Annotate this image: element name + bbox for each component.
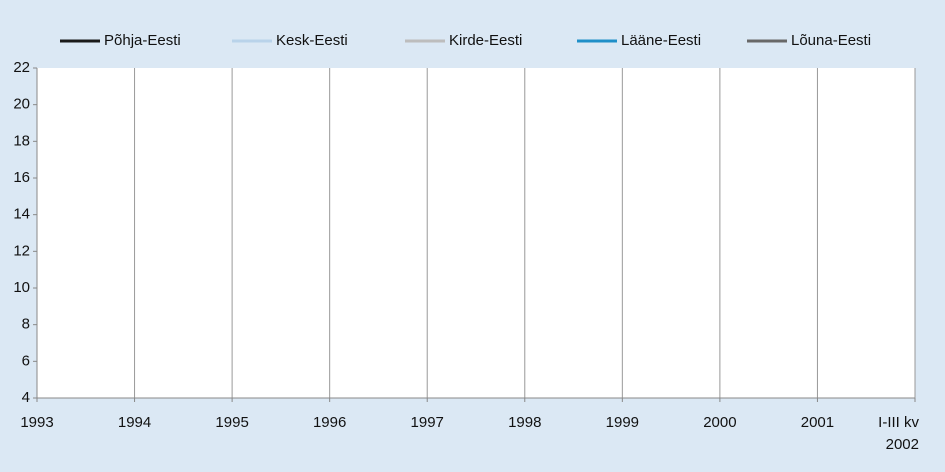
- x-tick-label: 1995: [215, 414, 249, 431]
- x-tick-label: 2000: [703, 414, 737, 431]
- y-tick-label: 8: [22, 316, 30, 333]
- y-tick-label: 22: [13, 59, 30, 76]
- legend-label: Lääne-Eesti: [621, 32, 701, 49]
- legend-label: Põhja-Eesti: [104, 32, 181, 49]
- y-tick-label: 18: [13, 132, 30, 149]
- legend-label: Lõuna-Eesti: [791, 32, 871, 49]
- y-tick-label: 12: [13, 242, 30, 259]
- plot-area: [37, 68, 915, 398]
- x-tick-label: 1999: [605, 414, 640, 431]
- x-tick-label: 1994: [117, 414, 152, 431]
- x-tick-label: 1997: [410, 414, 444, 431]
- y-tick-label: 10: [13, 279, 30, 296]
- x-tick-label: I-III kv 2002: [878, 414, 919, 453]
- y-tick-label: 20: [13, 96, 30, 113]
- y-tick-label: 16: [13, 169, 30, 186]
- x-tick-label: 1993: [20, 414, 54, 431]
- x-tick-label: 1998: [508, 414, 542, 431]
- y-tick-label: 6: [22, 352, 30, 369]
- y-tick-label: 14: [13, 206, 30, 223]
- legend-label: Kesk-Eesti: [276, 32, 348, 49]
- legend-label: Kirde-Eesti: [449, 32, 522, 49]
- y-tick-label: 4: [22, 389, 30, 406]
- x-tick-label: 1996: [312, 414, 347, 431]
- x-tick-label: 2001: [800, 414, 835, 431]
